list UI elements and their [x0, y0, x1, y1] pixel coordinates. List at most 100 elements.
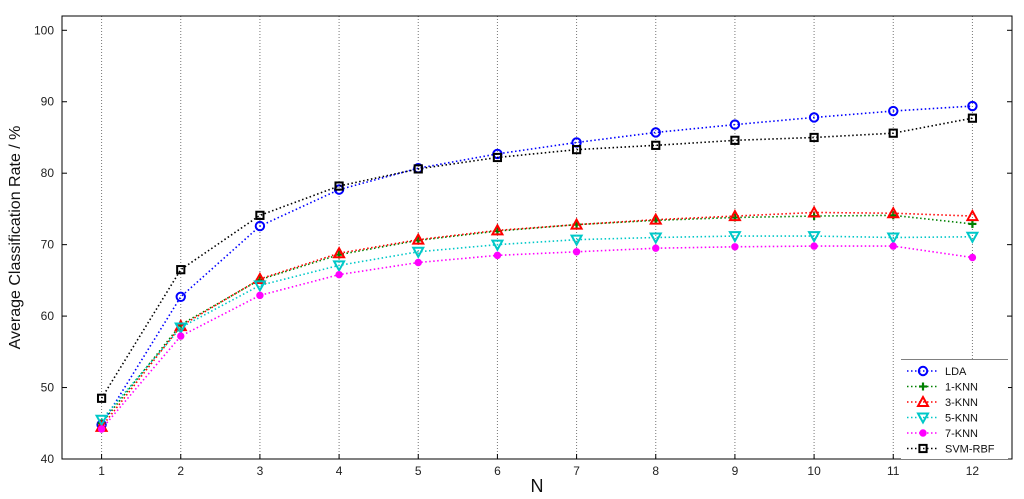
data-point-marker	[649, 212, 663, 225]
data-point-marker	[492, 152, 503, 163]
x-tick-label: 10	[807, 464, 821, 478]
y-tick-label: 60	[41, 309, 55, 323]
data-point-marker	[919, 429, 927, 437]
data-point-marker	[968, 219, 977, 228]
data-point-marker	[411, 232, 425, 245]
data-point-marker	[177, 332, 185, 340]
legend: LDA 1-KNN 3-KNN 5-KNN 7-KNN SVM-RBF	[901, 359, 1008, 459]
legend-label: 7-KNN	[945, 428, 978, 440]
series-line-3-knn	[100, 211, 973, 428]
y-tick-label: 90	[41, 95, 55, 109]
data-point-marker	[728, 209, 742, 222]
series-3-knn	[94, 205, 980, 432]
legend-entry: 5-KNN	[907, 412, 978, 425]
data-point-marker	[729, 119, 741, 130]
data-point-marker	[810, 242, 818, 250]
data-point-marker	[730, 135, 740, 145]
legend-entry: SVM-RBF	[907, 444, 995, 456]
series-svm-rbf	[96, 113, 978, 403]
legend-entry: 3-KNN	[907, 394, 978, 409]
y-tick-label: 100	[34, 23, 54, 37]
data-point-marker	[97, 425, 106, 433]
data-point-marker	[965, 231, 980, 244]
x-tick-label: 4	[336, 464, 343, 478]
data-point-marker	[728, 231, 742, 244]
data-point-marker	[807, 205, 821, 218]
data-point-marker	[490, 239, 505, 252]
data-series	[94, 100, 980, 433]
series-1-knn	[97, 211, 977, 428]
series-line-7-knn	[100, 245, 973, 430]
data-point-marker	[965, 209, 980, 222]
data-point-marker	[335, 270, 343, 279]
data-point-marker	[569, 217, 584, 230]
data-point-marker	[254, 220, 266, 232]
legend-entry: 7-KNN	[907, 428, 978, 440]
series-5-knn	[94, 231, 980, 427]
data-point-marker	[256, 291, 264, 300]
data-point-marker	[651, 140, 661, 150]
data-point-marker	[176, 265, 186, 275]
data-point-marker	[649, 232, 663, 245]
data-point-marker	[253, 280, 267, 293]
legend-label: 5-KNN	[945, 413, 978, 425]
x-tick-label: 2	[177, 464, 184, 478]
series-line-5-knn	[100, 235, 973, 421]
data-point-marker	[888, 128, 898, 138]
data-point-marker	[916, 394, 930, 407]
data-point-marker	[731, 243, 739, 251]
data-point-marker	[917, 365, 929, 377]
x-tick-label: 11	[887, 464, 900, 478]
plot-frame	[61, 15, 1013, 460]
data-point-marker	[175, 291, 186, 303]
data-point-marker	[889, 242, 897, 250]
y-tick-label: 70	[41, 238, 55, 252]
data-point-marker	[652, 244, 660, 252]
data-point-marker	[650, 127, 661, 138]
data-point-marker	[413, 164, 423, 174]
y-tick-label: 80	[41, 166, 55, 180]
data-point-marker	[967, 113, 978, 123]
data-point-marker	[809, 132, 819, 143]
x-tick-label: 1	[98, 464, 105, 478]
legend-entry: LDA	[907, 365, 967, 378]
x-tick-label: 9	[732, 464, 739, 478]
data-point-marker	[967, 100, 978, 112]
data-point-marker	[571, 145, 582, 155]
data-point-marker	[888, 105, 899, 117]
data-point-marker	[253, 271, 267, 284]
x-tick-label: 8	[652, 464, 659, 478]
legend-entry: 1-KNN	[907, 382, 978, 394]
y-tick-label: 50	[41, 381, 55, 395]
data-point-marker	[807, 231, 821, 244]
data-point-marker	[918, 443, 928, 454]
series-lda	[96, 100, 978, 430]
data-point-marker	[808, 112, 820, 123]
data-point-marker	[255, 210, 265, 220]
data-point-marker	[490, 223, 505, 236]
x-tick-label: 7	[573, 464, 580, 478]
data-point-marker	[572, 248, 581, 256]
data-point-marker	[96, 393, 107, 403]
legend-label: LDA	[945, 366, 967, 378]
x-tick-label: 12	[966, 464, 980, 478]
grid-lines	[101, 16, 973, 459]
data-point-marker	[411, 246, 425, 259]
data-point-marker	[919, 382, 927, 391]
data-point-marker	[886, 232, 900, 245]
x-tick-label: 6	[494, 464, 501, 478]
data-point-marker	[886, 206, 900, 219]
series-line-1-knn	[100, 214, 973, 424]
data-point-marker	[414, 258, 422, 267]
data-point-marker	[332, 260, 346, 273]
data-point-marker	[332, 246, 346, 259]
legend-label: 3-KNN	[945, 397, 978, 409]
data-point-marker	[334, 181, 344, 191]
series-line-svm-rbf	[100, 117, 973, 399]
data-point-marker	[968, 253, 977, 262]
data-point-marker	[493, 251, 502, 260]
x-tick-label: 3	[257, 464, 264, 478]
x-axis-label: N	[531, 476, 544, 496]
legend-label: SVM-RBF	[945, 444, 995, 456]
